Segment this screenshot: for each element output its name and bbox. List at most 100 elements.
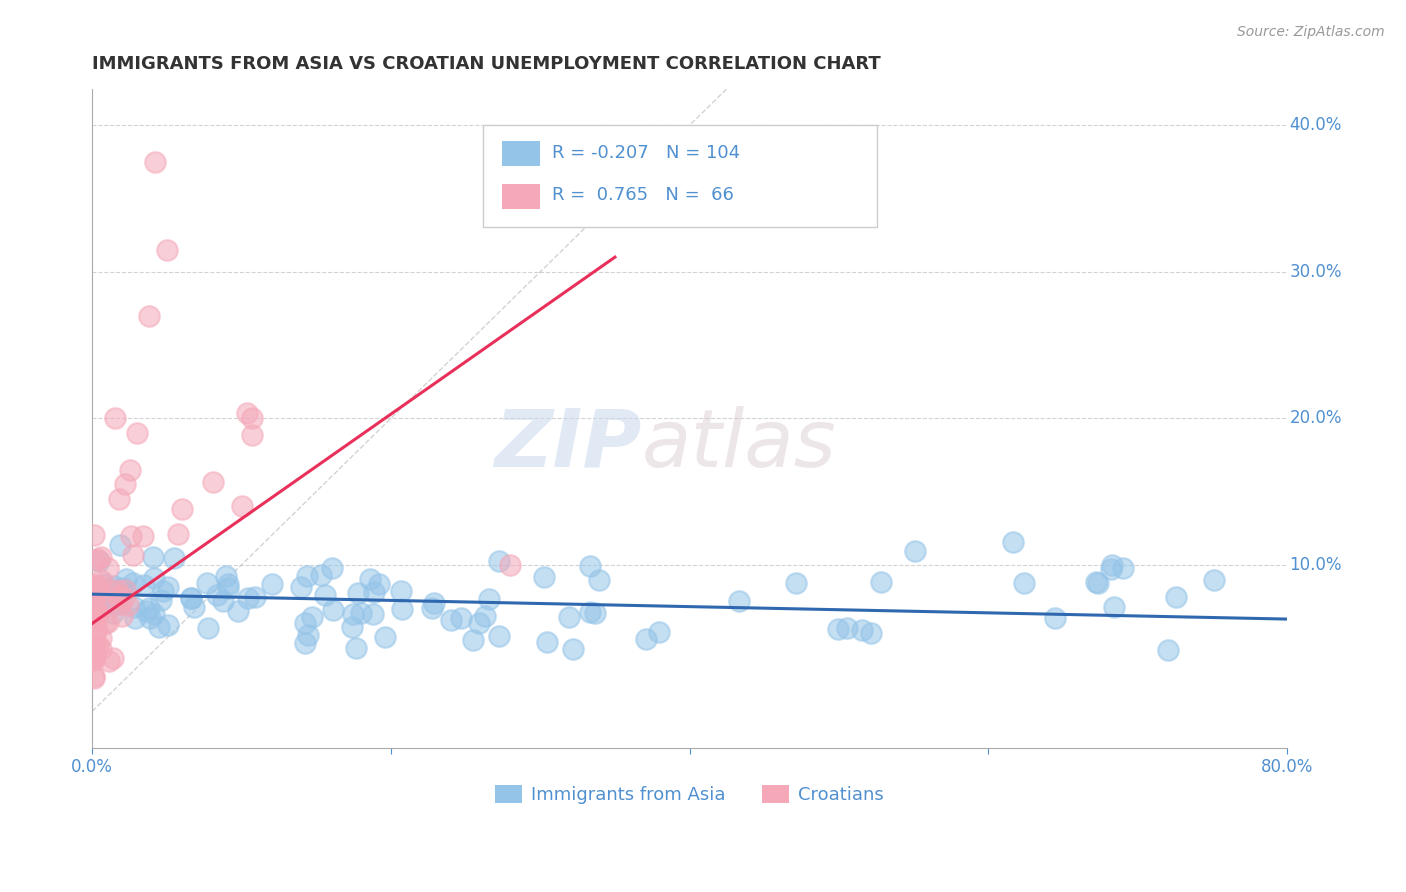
FancyBboxPatch shape [482, 125, 877, 227]
Point [240, 410, 263, 425]
Point [120, 529, 142, 543]
Point [1043, 611, 1066, 625]
Point [87, 591, 110, 606]
Point [1157, 643, 1180, 657]
Point [111, 582, 134, 596]
Point [183, 599, 205, 614]
Point [101, 651, 124, 665]
Point [1001, 535, 1024, 549]
Point [156, 617, 179, 632]
Point [461, 632, 484, 647]
Point [86, 622, 108, 636]
Point [1012, 576, 1035, 591]
Point [107, 591, 129, 606]
Text: atlas: atlas [643, 406, 837, 483]
Point [86, 581, 108, 595]
Legend: Immigrants from Asia, Croatians: Immigrants from Asia, Croatians [488, 778, 891, 812]
Point [114, 582, 136, 597]
Point [488, 554, 510, 568]
Point [83, 653, 105, 667]
Point [138, 309, 160, 323]
Point [1166, 590, 1188, 604]
Point [340, 620, 363, 634]
Point [131, 529, 153, 543]
Point [83, 642, 105, 657]
Point [579, 558, 602, 573]
Point [135, 604, 157, 618]
Point [212, 594, 235, 608]
Point [83, 671, 105, 685]
Point [117, 598, 139, 612]
Point [309, 568, 332, 582]
FancyBboxPatch shape [502, 184, 540, 209]
Point [235, 406, 257, 420]
Point [166, 527, 188, 541]
Point [180, 591, 202, 606]
Point [214, 569, 236, 583]
Text: 20.0%: 20.0% [1289, 409, 1341, 427]
Point [152, 584, 174, 599]
Point [245, 590, 267, 604]
Point [294, 636, 316, 650]
Point [236, 591, 259, 605]
Point [83, 629, 105, 643]
Point [115, 573, 138, 587]
Text: Source: ZipAtlas.com: Source: ZipAtlas.com [1237, 25, 1385, 39]
Text: 10.0%: 10.0% [1289, 556, 1341, 574]
Point [124, 611, 146, 625]
Point [499, 558, 522, 572]
Point [86, 579, 108, 593]
Point [297, 628, 319, 642]
Point [104, 597, 127, 611]
Text: 40.0%: 40.0% [1289, 116, 1341, 134]
Point [374, 631, 396, 645]
Point [294, 615, 316, 630]
Point [347, 586, 370, 600]
Point [83, 585, 105, 599]
Point [474, 609, 496, 624]
Point [83, 639, 105, 653]
Point [583, 606, 606, 620]
Point [1112, 561, 1135, 575]
Point [1101, 558, 1123, 572]
Point [142, 550, 165, 565]
Point [114, 477, 136, 491]
Point [143, 571, 166, 585]
Point [634, 632, 657, 646]
Point [468, 616, 491, 631]
Point [90, 632, 112, 646]
Point [122, 599, 145, 614]
Point [488, 629, 510, 643]
Point [84, 648, 107, 663]
Point [97, 615, 120, 630]
Point [86, 638, 108, 652]
Point [150, 593, 173, 607]
Point [342, 607, 364, 622]
Point [648, 625, 671, 640]
Point [103, 579, 125, 593]
Point [143, 154, 166, 169]
Point [562, 641, 585, 656]
Point [170, 501, 193, 516]
FancyBboxPatch shape [502, 141, 540, 166]
Point [83, 586, 105, 600]
Point [98, 582, 121, 597]
Point [83, 649, 105, 664]
Point [205, 588, 228, 602]
Point [1099, 562, 1122, 576]
Point [226, 604, 249, 618]
Point [139, 611, 162, 625]
Point [870, 575, 893, 590]
Point [231, 500, 253, 514]
Point [89, 554, 111, 568]
Point [217, 576, 239, 591]
Point [98, 653, 121, 667]
Point [83, 614, 105, 628]
Point [93, 615, 115, 630]
Text: 30.0%: 30.0% [1289, 263, 1341, 281]
Point [84, 587, 107, 601]
Point [290, 580, 312, 594]
Text: R = -0.207   N = 104: R = -0.207 N = 104 [553, 144, 741, 161]
Point [322, 603, 344, 617]
Point [440, 613, 463, 627]
